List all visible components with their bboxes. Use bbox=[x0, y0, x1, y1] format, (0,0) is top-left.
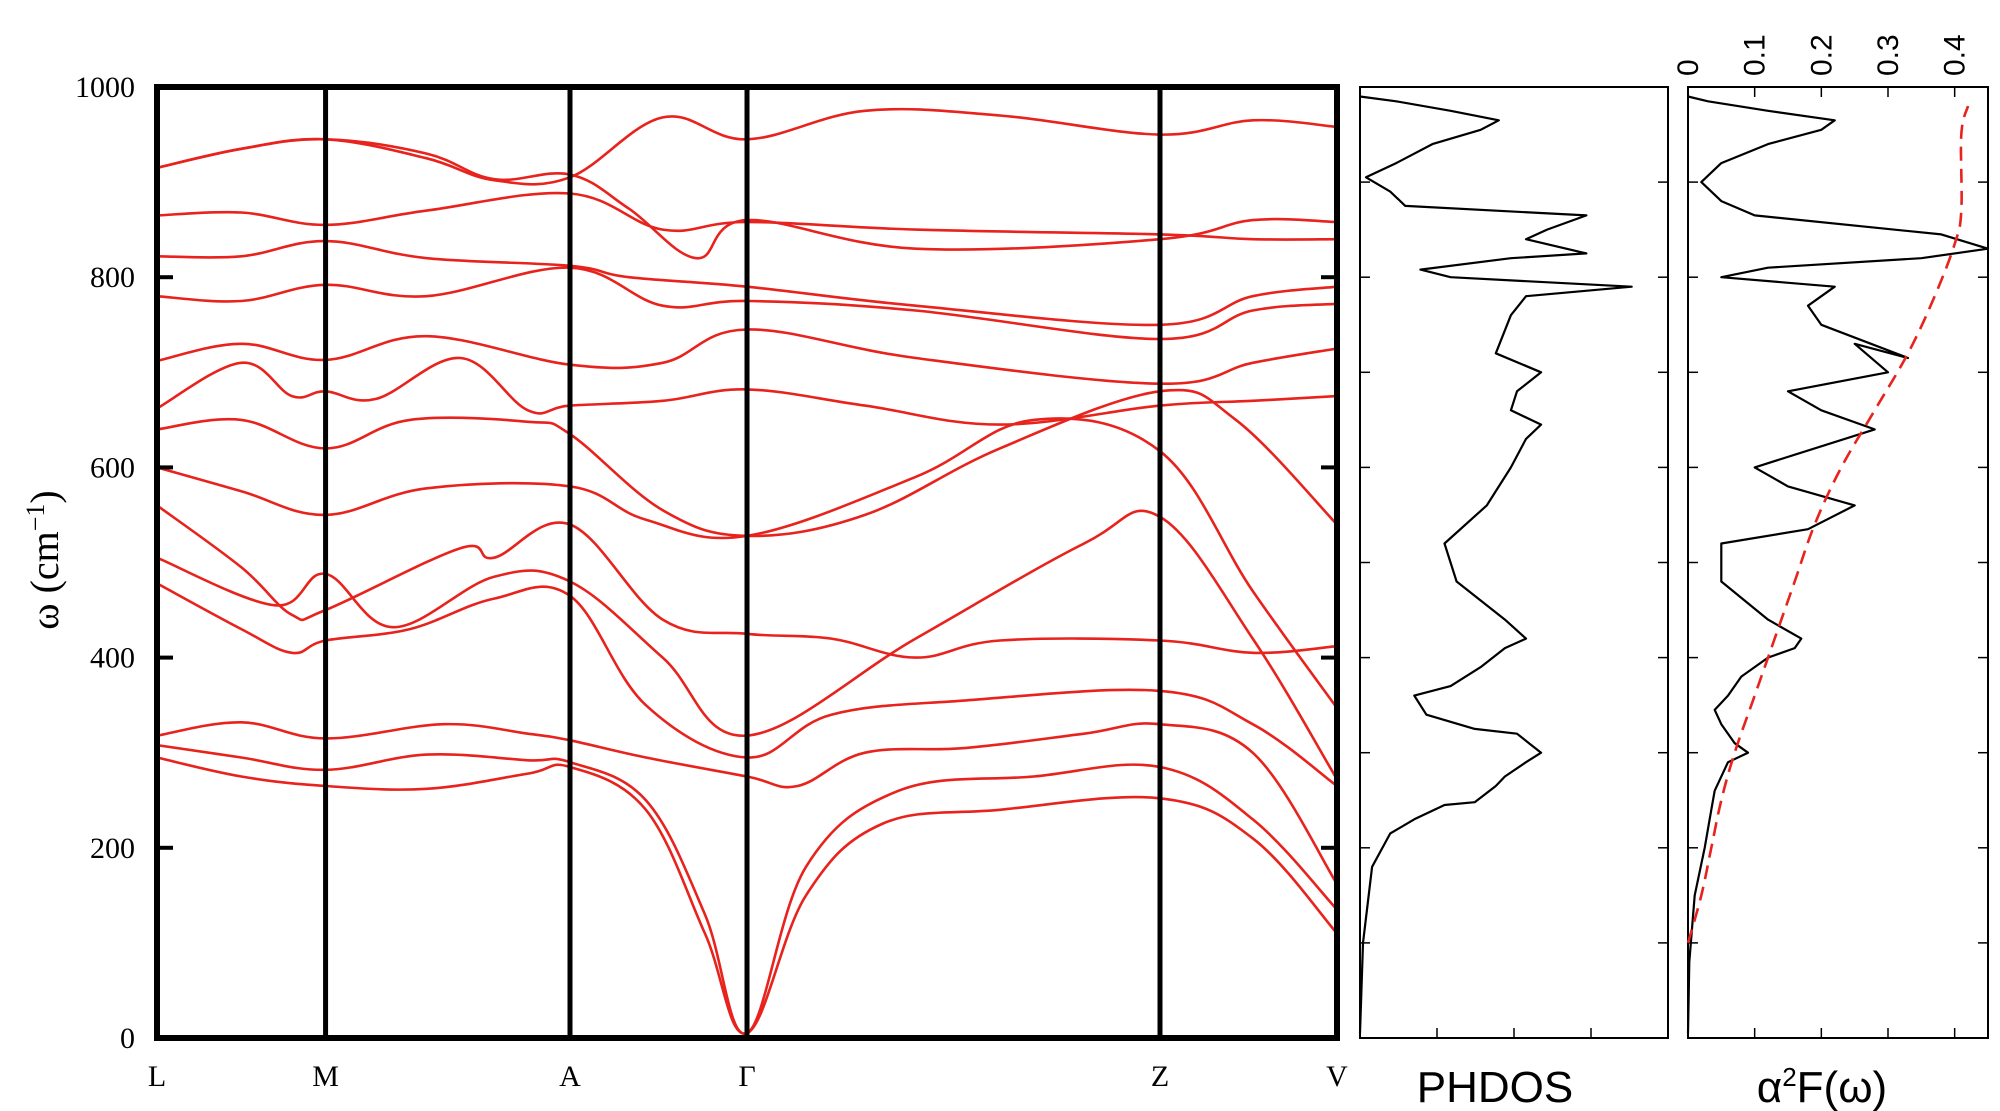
dispersion-y-axis-label: ω (cm−1) bbox=[21, 490, 67, 630]
x-tick-label-M: M bbox=[312, 1060, 339, 1093]
y-tick-label-1000: 1000 bbox=[75, 71, 135, 104]
phdos-x-axis-label: PHDOS bbox=[1417, 1063, 1573, 1111]
phdos-panel: PHDOS bbox=[1358, 86, 1669, 1111]
phonon-branch-4 bbox=[156, 582, 1338, 788]
ylabel-close: ) bbox=[22, 490, 67, 503]
eliashberg-x-tick-label-0: 0 bbox=[1672, 59, 1705, 76]
y-tick-label-0: 0 bbox=[120, 1022, 135, 1055]
a2f-label-base: α bbox=[1757, 1063, 1782, 1111]
phonon-branch-1 bbox=[156, 756, 1338, 1035]
a2f-label-rest: F(ω) bbox=[1797, 1063, 1888, 1111]
ylabel-superscript: −1 bbox=[21, 504, 50, 532]
high-symmetry-lines bbox=[323, 87, 1163, 1038]
eliashberg-x-tick-labels: 0 0.1 0.2 0.3 0.4 bbox=[1672, 34, 1972, 76]
x-tick-label-Z: Z bbox=[1151, 1060, 1169, 1093]
lambda-curve bbox=[1686, 105, 1970, 944]
phonon-branch-12 bbox=[156, 239, 1338, 327]
phonon-branch-11 bbox=[156, 266, 1338, 341]
y-tick-label-200: 200 bbox=[90, 832, 135, 865]
phdos-ticks bbox=[1360, 181, 1668, 1038]
y-tick-label-800: 800 bbox=[90, 261, 135, 294]
phonon-branch-13 bbox=[156, 191, 1338, 241]
phonon-branch-2 bbox=[156, 743, 1338, 1035]
phdos-curve bbox=[1358, 95, 1633, 1034]
dispersion-frame bbox=[154, 84, 1340, 1041]
phonon-branch-9 bbox=[156, 356, 1338, 426]
x-tick-label-L: L bbox=[148, 1060, 166, 1093]
a2f-curve bbox=[1686, 95, 1990, 1034]
y-tick-label-400: 400 bbox=[90, 642, 135, 675]
eliashberg-x-tick-label-0.3: 0.3 bbox=[1872, 34, 1905, 76]
phonon-branch-6 bbox=[156, 504, 1338, 659]
eliashberg-panel: 0 0.1 0.2 0.3 0.4 α2F(ω) bbox=[1672, 34, 1990, 1111]
phonon-branch-5 bbox=[156, 509, 1339, 780]
x-tick-label-A: A bbox=[559, 1060, 581, 1093]
a2f-label-superscript: 2 bbox=[1782, 1062, 1796, 1092]
x-tick-label-V: V bbox=[1326, 1060, 1348, 1093]
eliashberg-ticks bbox=[1687, 87, 1988, 1038]
ylabel-main: ω (cm bbox=[22, 531, 67, 630]
eliashberg-x-tick-label-0.4: 0.4 bbox=[1939, 34, 1972, 76]
phonon-branch-15 bbox=[156, 107, 1338, 186]
phdos-frame bbox=[1359, 86, 1669, 1039]
phonon-branch-10 bbox=[156, 328, 1338, 386]
dispersion-y-ticks: 0 200 400 600 800 1000 bbox=[75, 71, 1337, 1055]
eliashberg-frame bbox=[1687, 86, 1989, 1039]
eliashberg-x-axis-label: α2F(ω) bbox=[1757, 1062, 1887, 1111]
y-tick-label-600: 600 bbox=[90, 451, 135, 484]
eliashberg-x-tick-label-0.2: 0.2 bbox=[1805, 34, 1838, 76]
x-tick-label-Γ: Γ bbox=[738, 1060, 755, 1093]
dispersion-panel: 0 200 400 600 800 1000 L M A Γ Z V ω (cm−1) bbox=[21, 71, 1348, 1093]
eliashberg-x-tick-label-0.1: 0.1 bbox=[1739, 34, 1772, 76]
